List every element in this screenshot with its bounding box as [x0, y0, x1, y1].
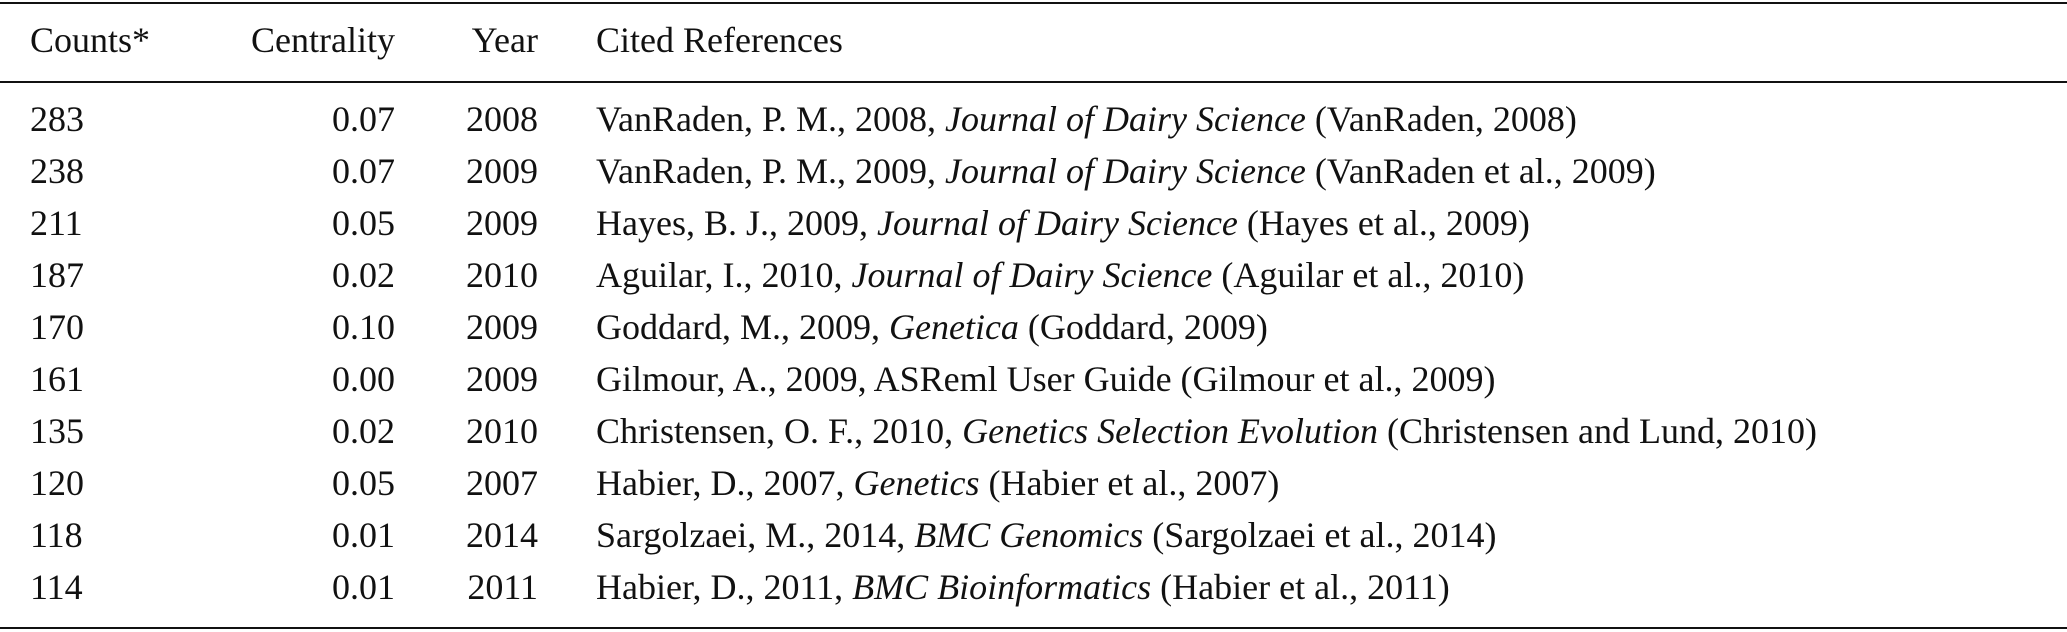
reference-cell: Hayes, B. J., 2009, Journal of Dairy Sci…	[596, 201, 1530, 245]
centrality-cell: 0.02	[332, 255, 395, 295]
reference-author: Sargolzaei, M., 2014,	[596, 515, 906, 555]
reference-author: Goddard, M., 2009,	[596, 307, 880, 347]
reference-cell: Sargolzaei, M., 2014, BMC Genomics (Sarg…	[596, 513, 1496, 557]
counts-cell: 114	[30, 567, 83, 607]
reference-citation: (Sargolzaei et al., 2014)	[1152, 515, 1497, 555]
centrality-cell: 0.07	[332, 151, 395, 191]
reference-source: Journal of Dairy Science	[945, 151, 1306, 191]
reference-citation: (Goddard, 2009)	[1027, 307, 1268, 347]
reference-citation: (Christensen and Lund, 2010)	[1387, 411, 1817, 451]
reference-cell: VanRaden, P. M., 2009, Journal of Dairy …	[596, 149, 1656, 193]
header-cell: Cited References	[596, 20, 843, 60]
reference-citation: (VanRaden, 2008)	[1314, 99, 1577, 139]
centrality-cell: 0.01	[332, 567, 395, 607]
reference-cell: Christensen, O. F., 2010, Genetics Selec…	[596, 409, 1817, 453]
reference-source: BMC Genomics	[914, 515, 1144, 555]
year-cell: 2008	[466, 99, 538, 139]
reference-source: Journal of Dairy Science	[851, 255, 1213, 295]
reference-author: Habier, D., 2007,	[596, 463, 845, 503]
header-cell: Centrality	[251, 20, 395, 60]
reference-citation: (VanRaden et al., 2009)	[1314, 151, 1656, 191]
reference-author: VanRaden, P. M., 2008,	[596, 99, 936, 139]
centrality-cell: 0.02	[332, 411, 395, 451]
year-cell: 2009	[466, 359, 538, 399]
counts-cell: 211	[30, 203, 83, 243]
centrality-cell: 0.01	[332, 515, 395, 555]
centrality-cell: 0.05	[332, 463, 395, 503]
reference-citation: (Habier et al., 2007)	[988, 463, 1280, 503]
counts-cell: 161	[30, 359, 84, 399]
reference-cell: VanRaden, P. M., 2008, Journal of Dairy …	[596, 97, 1577, 141]
reference-source: Genetica	[888, 307, 1019, 347]
counts-cell: 187	[30, 255, 84, 295]
reference-source: Journal of Dairy Science	[877, 203, 1238, 243]
year-cell: 2007	[466, 463, 538, 503]
reference-source: BMC Bioinformatics	[852, 567, 1152, 607]
year-cell: 2010	[466, 255, 538, 295]
reference-citation: (Hayes et al., 2009)	[1246, 203, 1530, 243]
header-rule	[0, 81, 2067, 83]
year-cell: 2009	[466, 307, 538, 347]
reference-source: Genetics	[853, 463, 980, 503]
header-cell: Year	[471, 20, 538, 60]
centrality-cell: 0.00	[332, 359, 395, 399]
reference-citation: (Habier et al., 2011)	[1160, 567, 1450, 607]
reference-citation: (Gilmour et al., 2009)	[1180, 359, 1496, 399]
reference-author: VanRaden, P. M., 2009,	[596, 151, 936, 191]
header-cell: Counts*	[30, 20, 151, 60]
bottom-rule	[0, 627, 2067, 629]
year-cell: 2014	[466, 515, 538, 555]
year-cell: 2009	[466, 203, 538, 243]
counts-cell: 135	[30, 411, 84, 451]
reference-author: Christensen, O. F., 2010,	[596, 411, 954, 451]
year-cell: 2009	[466, 151, 538, 191]
reference-source: Journal of Dairy Science	[945, 99, 1306, 139]
reference-author: Hayes, B. J., 2009,	[596, 203, 868, 243]
reference-author: Gilmour, A., 2009,	[596, 359, 867, 399]
centrality-cell: 0.10	[332, 307, 395, 347]
year-cell: 2011	[467, 567, 538, 607]
reference-author: Aguilar, I., 2010,	[596, 255, 843, 295]
counts-cell: 120	[30, 463, 84, 503]
counts-cell: 118	[30, 515, 83, 555]
reference-citation: (Aguilar et al., 2010)	[1221, 255, 1525, 295]
reference-cell: Goddard, M., 2009, Genetica (Goddard, 20…	[596, 305, 1268, 349]
counts-cell: 170	[30, 307, 84, 347]
reference-cell: Gilmour, A., 2009, ASReml User Guide (Gi…	[596, 357, 1495, 401]
reference-author: Habier, D., 2011,	[596, 567, 844, 607]
reference-cell: Aguilar, I., 2010, Journal of Dairy Scie…	[596, 253, 1524, 297]
reference-source: Genetics Selection Evolution	[962, 411, 1378, 451]
reference-cell: Habier, D., 2011, BMC Bioinformatics (Ha…	[596, 565, 1450, 609]
centrality-cell: 0.05	[332, 203, 395, 243]
counts-cell: 238	[30, 151, 84, 191]
year-cell: 2010	[466, 411, 538, 451]
reference-source: ASReml User Guide	[873, 359, 1172, 399]
top-rule	[0, 2, 2067, 4]
counts-cell: 283	[30, 99, 84, 139]
centrality-cell: 0.07	[332, 99, 395, 139]
reference-cell: Habier, D., 2007, Genetics (Habier et al…	[596, 461, 1279, 505]
